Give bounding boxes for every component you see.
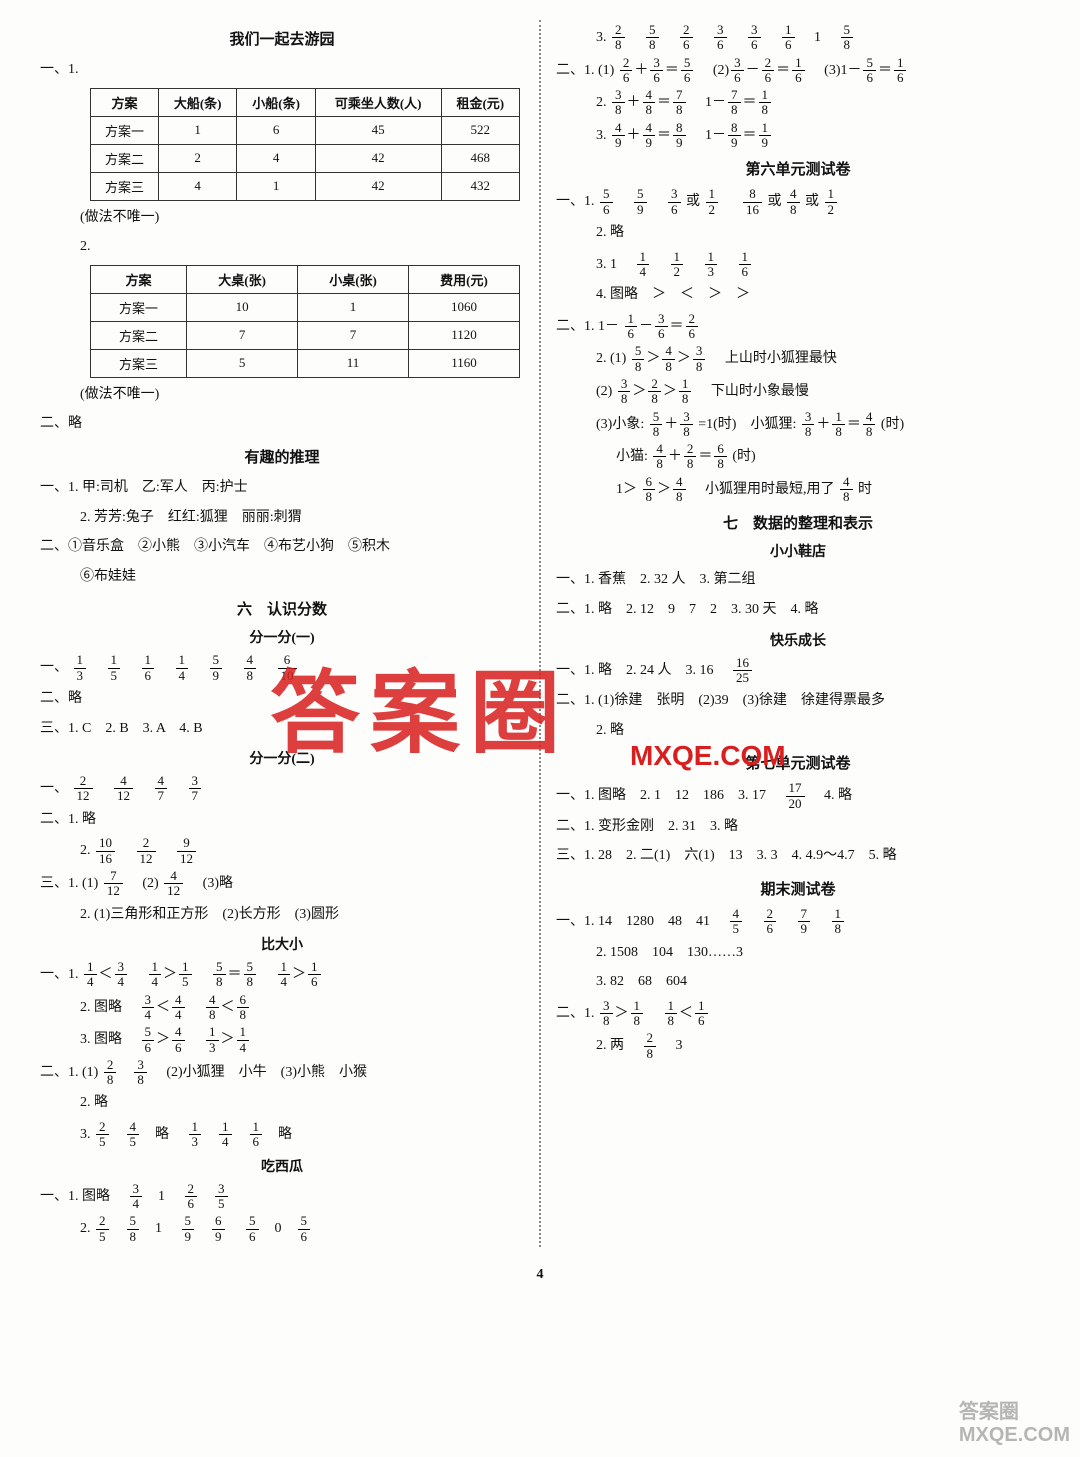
corner-watermark: 答案圈MXQE.COM [959,1395,1070,1447]
u6-8: (3)小象: 58＋38 =1(时) 小狐狸: 38＋18＝48 (时) [556,410,1040,440]
u6-1: 一、1. 56 59 36 或 12 816 或 48 或 12 [556,187,1040,217]
bdx-3: 3. 图略 56＞46 13＞14 [40,1025,524,1055]
u6-6: 2. (1) 58＞48＞38 上山时小狐狸最快 [556,344,1040,374]
title-u6: 第六单元测试卷 [556,158,1040,179]
cxg-2: 2. 25 58 1 59 69 56 0 56 [40,1214,524,1244]
q2-label: 2. [40,234,524,261]
table1: 方案 大船(条) 小船(条) 可乘坐人数(人) 租金(元) 方案一1645522… [90,88,520,201]
u6-5: 二、1. 1－ 16－36＝26 [556,312,1040,342]
table-row: 方案三5111160 [91,349,520,377]
note1: (做法不唯一) [40,205,524,232]
table-row: 方案 大桌(张) 小桌(张) 费用(元) [91,265,520,293]
title-fractions: 六 认识分数 [40,598,524,619]
f1-row: 一、 13 15 16 14 59 48 610 [40,653,524,683]
column-divider [539,20,541,1247]
u6-10: 1＞ 68＞48 小狐狸用时最短,用了 48 时 [556,475,1040,505]
kl-3: 2. 略 [556,718,1040,745]
sub-xd: 小小鞋店 [556,541,1040,561]
u7-3: 三、1. 28 2. 二(1) 六(1) 13 3. 3 4. 4.9～4.7 … [556,843,1040,870]
title-reasoning: 有趣的推理 [40,446,524,467]
title-garden: 我们一起去游园 [40,28,524,49]
er-lue: 二、略 [40,411,524,438]
bdx-4: 二、1. (1) 28 38 (2)小狐狸 小牛 (3)小熊 小猴 [40,1058,524,1088]
sub-bdx: 比大小 [40,934,524,954]
table-row: 方案一1645522 [91,116,520,144]
page-number: 4 [30,1267,1050,1283]
note2: (做法不唯一) [40,382,524,409]
sub-fen2: 分一分(二) [40,748,524,768]
u6-7: (2) 38＞28＞18 下山时小象最慢 [556,377,1040,407]
f1-3: 三、1. C 2. B 3. A 4. B [40,716,524,743]
xd-2: 二、1. 略 2. 12 9 7 2 3. 30 天 4. 略 [556,597,1040,624]
t2-3: 二、①音乐盒 ②小熊 ③小汽车 ④布艺小狗 ⑤积木 [40,534,524,561]
right-column: 3. 28 58 26 36 36 16 1 58 二、1. (1) 26＋36… [546,20,1050,1247]
qm-1: 一、1. 14 1280 48 41 45 26 79 18 [556,907,1040,937]
xd-1: 一、1. 香蕉 2. 32 人 3. 第二组 [556,567,1040,594]
u6-4: 4. 图略 ＞ ＜ ＞ ＞ [556,282,1040,309]
r2: 二、1. (1) 26＋36＝56 (2)36－26＝16 (3)1－56＝16 [556,56,1040,86]
qm-5: 2. 两 28 3 [556,1031,1040,1061]
t2-2: 2. 芳芳:兔子 红红:狐狸 丽丽:刺猬 [40,505,524,532]
f2-2b: 2. 1016 212 912 [40,836,524,866]
f2-row: 一、 212 412 47 37 [40,774,524,804]
sub-cxg: 吃西瓜 [40,1156,524,1176]
qm-2: 2. 1508 104 130……3 [556,940,1040,967]
bdx-5: 2. 略 [40,1090,524,1117]
title-u7t: 第七单元测试卷 [556,752,1040,773]
qm-4: 二、1. 38＞18 18＜16 [556,999,1040,1029]
u7-1: 一、1. 图略 2. 1 12 186 3. 17 1720 4. 略 [556,781,1040,811]
sub-fen1: 分一分(一) [40,627,524,647]
cxg-1: 一、1. 图略 34 1 26 35 [40,1182,524,1212]
qm-3: 3. 82 68 604 [556,969,1040,996]
f2-3a: 三、1. (1) 712 (2) 412 (3)略 [40,869,524,899]
table-row: 方案 大船(条) 小船(条) 可乘坐人数(人) 租金(元) [91,88,520,116]
watermark-url: MXQE.COM [630,740,786,772]
f1-lue: 二、略 [40,686,524,713]
table-row: 方案三4142432 [91,172,520,200]
kl-1: 一、1. 略 2. 24 人 3. 16 1625 [556,656,1040,686]
r1: 3. 28 58 26 36 36 16 1 58 [556,23,1040,53]
table-row: 方案一1011060 [91,293,520,321]
bdx-2: 2. 图略 34＜44 48＜68 [40,993,524,1023]
left-column: 我们一起去游园 一、1. 方案 大船(条) 小船(条) 可乘坐人数(人) 租金(… [30,20,534,1247]
bdx-6: 3. 25 45 略 13 14 16 略 [40,1120,524,1150]
f2-2: 二、1. 略 [40,807,524,834]
bdx-1: 一、1. 14＜34 14＞15 58＝58 14＞16 [40,960,524,990]
q1-label: 一、1. [40,57,524,84]
u7-2: 二、1. 变形金刚 2. 31 3. 略 [556,814,1040,841]
r3: 2. 38＋48＝78 1－78＝18 [556,88,1040,118]
u6-2: 2. 略 [556,220,1040,247]
table-row: 方案二771120 [91,321,520,349]
t2-4: ⑥布娃娃 [40,564,524,591]
r4: 3. 49＋49＝89 1－89＝19 [556,121,1040,151]
kl-2: 二、1. (1)徐建 张明 (2)39 (3)徐建 徐建得票最多 [556,688,1040,715]
title-qm: 期末测试卷 [556,878,1040,899]
u6-3: 3. 1 14 12 13 16 [556,250,1040,280]
f2-3b: 2. (1)三角形和正方形 (2)长方形 (3)圆形 [40,902,524,929]
table2: 方案 大桌(张) 小桌(张) 费用(元) 方案一1011060 方案二77112… [90,265,520,378]
u6-9: 小猫: 48＋28＝68 (时) [556,442,1040,472]
sub-kl: 快乐成长 [556,630,1040,650]
table-row: 方案二2442468 [91,144,520,172]
title-u7: 七 数据的整理和表示 [556,512,1040,533]
t2-1: 一、1. 甲:司机 乙:军人 丙:护士 [40,475,524,502]
